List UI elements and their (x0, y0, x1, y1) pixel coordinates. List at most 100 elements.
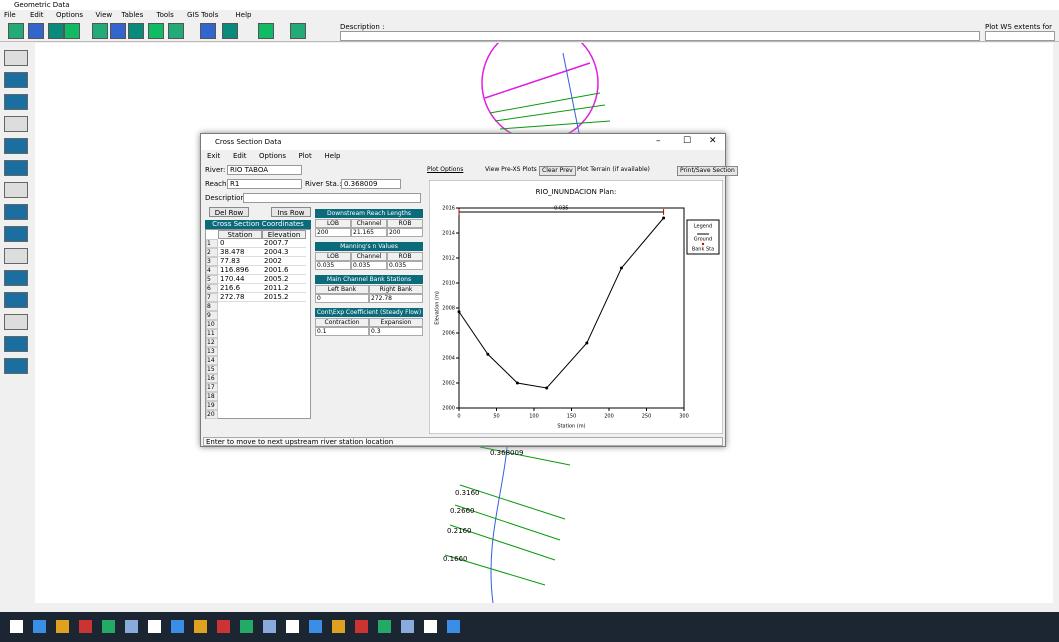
close[interactable]: ✕ (709, 136, 717, 146)
menu-item[interactable]: Plot (298, 152, 312, 160)
description-input[interactable] (340, 31, 980, 41)
maximize[interactable]: ☐ (683, 136, 692, 146)
panel-value[interactable]: 21.165 (351, 228, 387, 237)
panel-value[interactable]: 0.1 (315, 327, 369, 336)
taskbar-icon[interactable] (217, 620, 230, 633)
tool-button[interactable] (4, 248, 28, 264)
tool-button[interactable] (148, 23, 164, 39)
taskbar-icon[interactable] (33, 620, 46, 633)
station-cell[interactable]: 170.44 (218, 275, 262, 284)
description-input[interactable] (243, 193, 421, 203)
panel-value[interactable]: 0.035 (315, 261, 351, 270)
tool-button[interactable] (4, 314, 28, 330)
print-save[interactable]: Print/Save Section (677, 166, 738, 176)
panel-value[interactable]: 272.78 (369, 294, 423, 303)
tool-button[interactable] (4, 94, 28, 110)
panel-value[interactable]: 0.035 (387, 261, 423, 270)
tool-button[interactable] (222, 23, 238, 39)
panel-value[interactable]: 0.3 (369, 327, 423, 336)
taskbar-icon[interactable] (355, 620, 368, 633)
station-cell[interactable]: 116.896 (218, 266, 262, 275)
menu-item[interactable]: Edit (30, 11, 44, 19)
station-cell[interactable]: 0 (218, 239, 262, 248)
tool-button[interactable] (200, 23, 216, 39)
menu-item[interactable]: Tools (156, 11, 174, 19)
menu-item[interactable]: Options (259, 152, 287, 160)
tool-button[interactable] (4, 116, 28, 132)
taskbar-icon[interactable] (332, 620, 345, 633)
del-row-button[interactable]: Del Row (209, 207, 249, 217)
taskbar-icon[interactable] (424, 620, 437, 633)
menu-item[interactable]: File (4, 11, 16, 19)
taskbar-icon[interactable] (10, 620, 23, 633)
tool-button[interactable] (4, 270, 28, 286)
menu-item[interactable]: View (95, 11, 113, 19)
menu-item[interactable]: Edit (233, 152, 247, 160)
ins-row-button[interactable]: Ins Row (271, 207, 311, 217)
tool-button[interactable] (64, 23, 80, 39)
profile-select[interactable] (985, 31, 1055, 41)
panel-value[interactable]: 0 (315, 294, 369, 303)
plot-options[interactable]: Plot Options (427, 166, 464, 173)
panel-value[interactable]: 0.035 (351, 261, 387, 270)
tool-button[interactable] (4, 138, 28, 154)
tool-button[interactable] (92, 23, 108, 39)
menu-item[interactable]: Tables (121, 11, 144, 19)
taskbar-icon[interactable] (125, 620, 138, 633)
tool-button[interactable] (258, 23, 274, 39)
river-select[interactable]: RIO TABOA (227, 165, 302, 175)
sta-select[interactable]: 0.368009 (341, 179, 401, 189)
taskbar-icon[interactable] (286, 620, 299, 633)
menu-item[interactable]: GIS Tools (187, 11, 219, 19)
taskbar-icon[interactable] (171, 620, 184, 633)
menu-item[interactable]: Help (235, 11, 252, 19)
tool-button[interactable] (290, 23, 306, 39)
panel-value[interactable]: 200 (315, 228, 351, 237)
taskbar-icon[interactable] (194, 620, 207, 633)
tool-button[interactable] (4, 336, 28, 352)
reach-select[interactable]: R1 (227, 179, 302, 189)
menu-item[interactable]: Exit (207, 152, 221, 160)
taskbar-icon[interactable] (56, 620, 69, 633)
station-cell[interactable]: 38.478 (218, 248, 262, 257)
tool-button[interactable] (110, 23, 126, 39)
taskbar-icon[interactable] (401, 620, 414, 633)
tool-button[interactable] (48, 23, 64, 39)
tool-button[interactable] (28, 23, 44, 39)
tool-button[interactable] (4, 204, 28, 220)
elevation-cell[interactable]: 2004.3 (262, 248, 306, 257)
clear-prev[interactable]: Clear Prev (539, 166, 576, 176)
tool-button[interactable] (168, 23, 184, 39)
taskbar-icon[interactable] (447, 620, 460, 633)
taskbar-icon[interactable] (240, 620, 253, 633)
elevation-cell[interactable]: 2002 (262, 257, 306, 266)
tool-button[interactable] (4, 226, 28, 242)
station-cell[interactable]: 216.6 (218, 284, 262, 293)
taskbar-icon[interactable] (148, 620, 161, 633)
elevation-cell[interactable]: 2007.7 (262, 239, 306, 248)
taskbar-icon[interactable] (309, 620, 322, 633)
plot-terrain[interactable]: Plot Terrain (if available) (577, 166, 650, 173)
panel-value[interactable]: 200 (387, 228, 423, 237)
tool-button[interactable] (4, 50, 28, 66)
tool-button[interactable] (4, 72, 28, 88)
station-cell[interactable]: 272.78 (218, 293, 262, 302)
taskbar-icon[interactable] (263, 620, 276, 633)
tool-button[interactable] (4, 292, 28, 308)
tool-button[interactable] (4, 182, 28, 198)
taskbar-icon[interactable] (378, 620, 391, 633)
tool-button[interactable] (4, 358, 28, 374)
tool-button[interactable] (128, 23, 144, 39)
menu-item[interactable]: Options (56, 11, 84, 19)
elevation-cell[interactable]: 2001.6 (262, 266, 306, 275)
taskbar-icon[interactable] (79, 620, 92, 633)
elevation-cell[interactable]: 2015.2 (262, 293, 306, 302)
elevation-cell[interactable]: 2005.2 (262, 275, 306, 284)
tool-button[interactable] (4, 160, 28, 176)
menu-item[interactable]: Help (324, 152, 341, 160)
minimize[interactable]: – (656, 136, 661, 146)
elevation-cell[interactable]: 2011.2 (262, 284, 306, 293)
station-cell[interactable]: 77.83 (218, 257, 262, 266)
view-pre[interactable]: View Pre-XS Plots (485, 166, 537, 173)
tool-button[interactable] (8, 23, 24, 39)
